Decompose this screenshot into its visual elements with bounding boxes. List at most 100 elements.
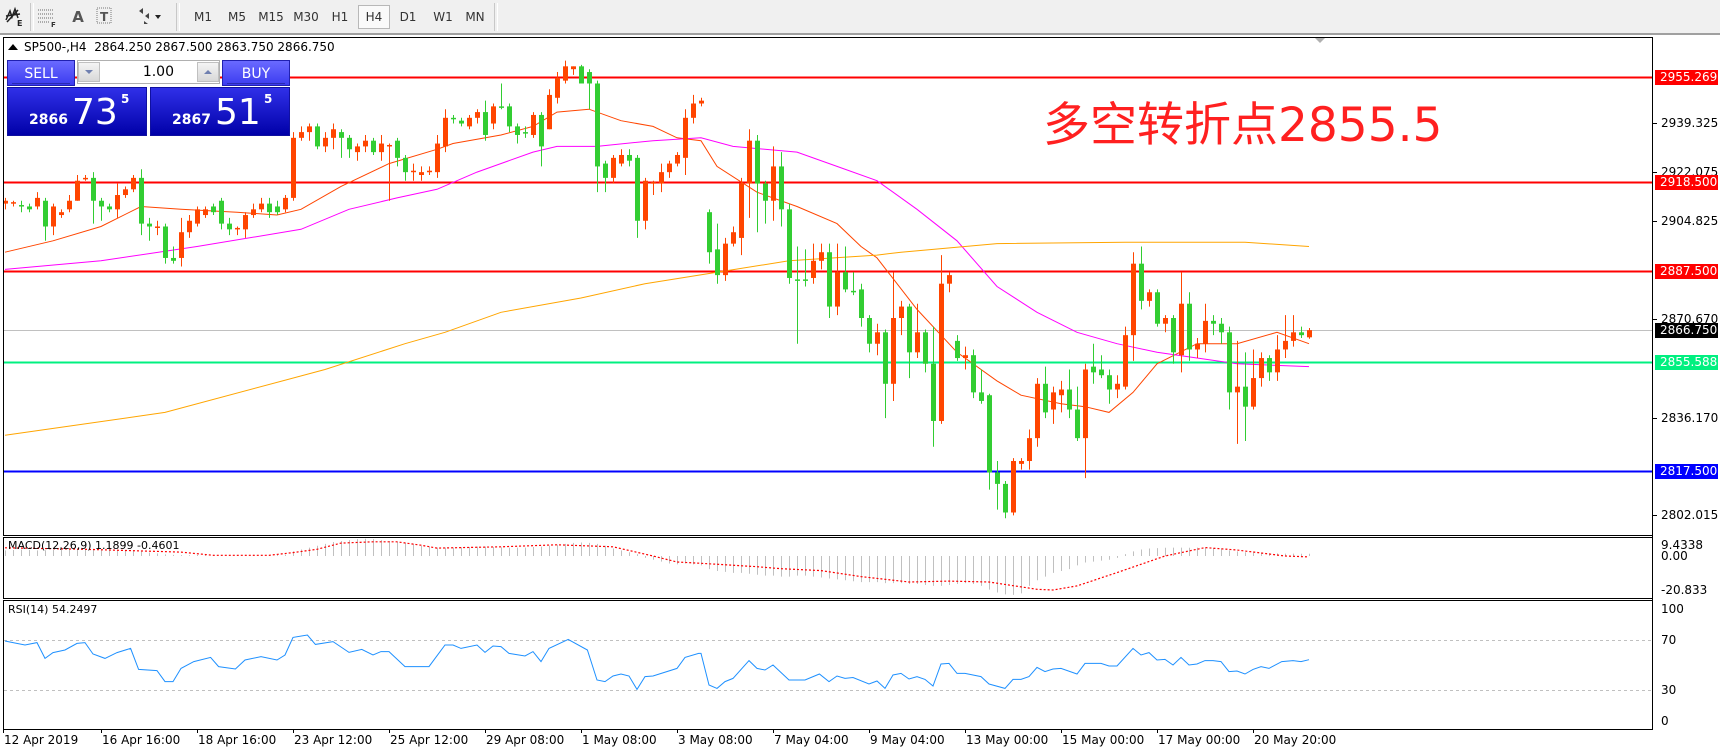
buy-button[interactable]: BUY [222,60,290,86]
collapse-triangle-icon[interactable] [8,44,18,50]
candle [627,149,632,167]
lot-increase-button[interactable] [197,62,219,82]
candle [339,129,344,158]
candle-body [35,197,40,207]
candle [291,132,296,201]
macd-axis-min: -20.833 [1661,583,1708,597]
candle-body [1043,383,1048,413]
candle-body [1011,461,1016,513]
time-tick-mark [1061,729,1062,733]
timeframe-h1-button[interactable]: H1 [331,10,349,24]
buy-price[interactable]: 2867 51 5 [150,87,290,136]
grid-icon[interactable]: F [36,5,58,29]
candle-body [1267,358,1272,373]
candle [1235,340,1240,444]
candle-body [195,209,200,224]
candle [883,329,888,419]
candle [4,197,8,210]
candle [1307,328,1312,339]
candle-body [803,279,808,281]
candle-body [219,200,224,224]
candle [1035,378,1040,447]
candle [499,83,504,110]
timeframe-mn-button[interactable]: MN [465,10,485,24]
candle-body [67,200,72,210]
candle [1147,289,1152,307]
time-tick-mark [869,729,870,733]
sell-price[interactable]: 2866 73 5 [7,87,147,136]
candle [59,209,64,218]
candle [699,97,704,107]
candle [155,220,160,236]
candle-body [971,355,976,393]
timeframe-m15-button[interactable]: M15 [258,10,284,24]
candle [963,346,968,370]
candle [363,134,368,153]
arrows-dropdown-icon[interactable] [136,5,168,29]
pivot-annotation[interactable]: 多空转折点2855.5 [1043,98,1443,153]
candle [795,246,800,344]
lot-size-input[interactable]: 1.00 [77,60,220,84]
time-label: 1 May 08:00 [582,733,657,747]
candle-body [75,180,80,201]
text-icon[interactable]: A [72,8,84,26]
candle-body [819,252,824,261]
candle-body [1139,263,1144,301]
buy-price-sup: 5 [264,92,273,106]
candle [1251,349,1256,410]
candle-body [947,275,952,284]
candle [459,117,464,127]
candle [1171,315,1176,364]
chart-header: SP500-,H4 2864.250 2867.500 2863.750 286… [8,40,335,54]
timeframe-w1-button[interactable]: W1 [433,10,453,24]
candle-body [939,283,944,421]
candle [379,134,384,161]
text-label-icon[interactable]: T [94,5,116,29]
candle [651,180,656,196]
timeframe-d1-button[interactable]: D1 [399,10,417,24]
svg-text:E: E [17,19,22,27]
sell-button[interactable]: SELL [7,60,75,86]
timeframe-m1-button[interactable]: M1 [194,10,212,24]
timeframe-m5-button[interactable]: M5 [228,10,246,24]
candle [747,129,752,218]
timeframe-h4-button[interactable]: H4 [358,5,390,29]
candle-body [139,177,144,224]
candle-body [259,203,264,210]
candle [971,349,976,399]
candle [779,152,784,227]
expert-chart-icon[interactable]: E [3,5,25,29]
candle-body [491,106,496,124]
lot-decrease-button[interactable] [78,62,100,82]
moving-average-line [4,137,1310,368]
candle-body [131,177,136,190]
candle-body [507,106,512,127]
moving-averages [4,108,1310,436]
candle-body [1083,369,1088,439]
candle [227,217,232,236]
candle-body [483,112,488,135]
candle [931,326,936,447]
candle-body [395,140,400,158]
time-tick-mark [101,729,102,733]
timeframe-m30-button[interactable]: M30 [293,10,319,24]
chart-shift-marker[interactable] [1315,38,1325,43]
candle-body [203,209,208,216]
candle-body [107,206,112,210]
candle-body [243,215,248,230]
candle-body [267,203,272,213]
candle [1123,326,1128,390]
time-label: 29 Apr 08:00 [486,733,565,747]
chevron-up-icon [204,70,212,74]
candle [475,109,480,124]
candle [147,217,152,241]
candle-body [371,140,376,153]
candle-body [555,77,560,98]
candle-body [99,200,104,207]
lot-value[interactable]: 1.00 [142,64,174,80]
candle-body [179,232,184,258]
candle [123,186,128,198]
candle [1275,335,1280,381]
candle-body [755,140,760,184]
candle [107,203,112,213]
